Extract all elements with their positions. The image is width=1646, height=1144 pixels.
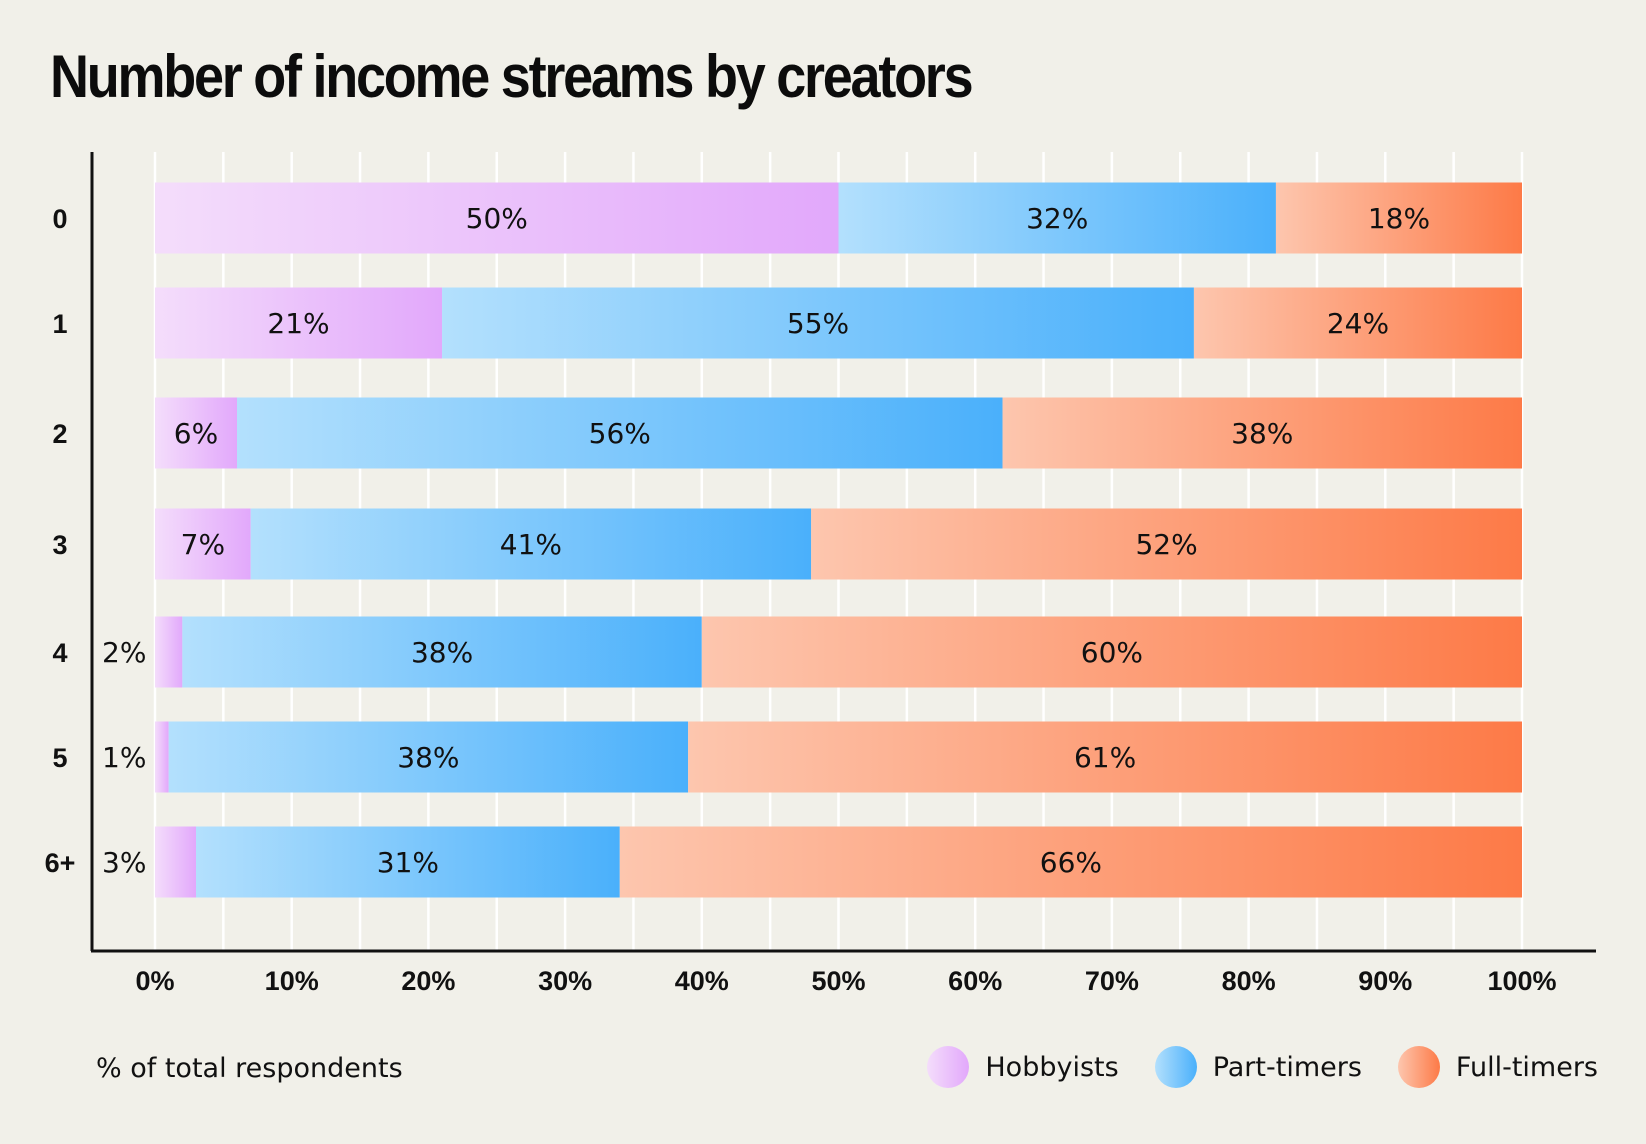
bar-full-timers-5 bbox=[688, 721, 1522, 793]
bar-part-timers-4 bbox=[182, 616, 702, 688]
x-tick-label: 50% bbox=[811, 966, 865, 996]
x-tick-label: 90% bbox=[1358, 966, 1412, 996]
bar-part-timers-0 bbox=[838, 182, 1276, 254]
category-label: 4 bbox=[52, 638, 67, 668]
legend-swatch-hobbyists bbox=[927, 1046, 970, 1088]
data-label-part-timers-5: 38% bbox=[397, 741, 459, 774]
category-label: 3 bbox=[52, 530, 67, 560]
bar-hobbyists-2 bbox=[155, 397, 238, 469]
axes: 0 1 2 3 4 5 6+ 0% 10% 20% 30% 40% 50% 60% 70% 80% 90% 100… bbox=[45, 152, 1596, 996]
bar-hobbyists-0 bbox=[155, 182, 839, 254]
x-tick-label: 0% bbox=[135, 966, 174, 996]
x-tick-label: 100% bbox=[1487, 966, 1556, 996]
data-label-hobbyists-2: 6% bbox=[174, 417, 218, 450]
data-label-part-timers-3: 41% bbox=[500, 528, 562, 561]
legend-item-hobbyists: Hobbyists bbox=[927, 1046, 1119, 1088]
data-label-part-timers-0: 32% bbox=[1026, 202, 1088, 235]
data-label-hobbyists-3: 7% bbox=[181, 528, 225, 561]
bar-hobbyists-5 bbox=[155, 721, 169, 793]
x-tick-label: 60% bbox=[948, 966, 1002, 996]
bar-full-timers-2 bbox=[1002, 397, 1522, 469]
category-label: 5 bbox=[52, 743, 67, 773]
data-label-hobbyists-4: 2% bbox=[102, 636, 146, 669]
bar-hobbyists-3 bbox=[155, 508, 251, 580]
legend-label-full-timers: Full-timers bbox=[1455, 1051, 1598, 1083]
data-label-full-timers-5: 61% bbox=[1074, 741, 1136, 774]
data-label-hobbyists-5: 1% bbox=[102, 741, 146, 774]
x-tick-label: 20% bbox=[401, 966, 455, 996]
chart-title: Number of income streams by creators bbox=[50, 43, 974, 110]
bar-full-timers-0 bbox=[1275, 182, 1522, 254]
bar-full-timers-1 bbox=[1193, 287, 1522, 359]
data-label-part-timers-4: 38% bbox=[411, 636, 473, 669]
category-label: 1 bbox=[52, 309, 67, 339]
legend: Hobbyists Part-timers Full-timers bbox=[927, 1046, 1598, 1088]
category-label: 0 bbox=[52, 204, 67, 234]
data-label-full-timers-2: 38% bbox=[1231, 417, 1293, 450]
bar-full-timers-4 bbox=[701, 616, 1522, 688]
data-label-full-timers-3: 52% bbox=[1135, 528, 1197, 561]
x-tick-label: 30% bbox=[538, 966, 592, 996]
x-tick-label: 80% bbox=[1222, 966, 1276, 996]
bar-full-timers-6- bbox=[619, 826, 1522, 898]
bars-layer bbox=[155, 182, 1522, 898]
legend-label-hobbyists: Hobbyists bbox=[985, 1051, 1119, 1083]
bar-part-timers-6- bbox=[196, 826, 620, 898]
data-label-part-timers-6-: 31% bbox=[377, 846, 439, 879]
legend-swatch-full-timers bbox=[1397, 1046, 1440, 1088]
value-labels: 50% 32% 18% 21% 55% 24% 6% 56% 38% 7% 41% 52% 2% 38% 6… bbox=[102, 202, 1430, 879]
bar-part-timers-3 bbox=[250, 508, 812, 580]
data-label-hobbyists-6-: 3% bbox=[102, 846, 146, 879]
x-tick-label: 40% bbox=[675, 966, 729, 996]
category-label: 6+ bbox=[45, 848, 76, 878]
legend-swatch-part-timers bbox=[1154, 1046, 1197, 1088]
data-label-full-timers-1: 24% bbox=[1327, 307, 1389, 340]
bar-part-timers-5 bbox=[168, 721, 689, 793]
legend-item-part-timers: Part-timers bbox=[1154, 1046, 1362, 1088]
bar-hobbyists-6- bbox=[155, 826, 197, 898]
footer-note: % of total respondents bbox=[96, 1053, 403, 1084]
data-label-hobbyists-0: 50% bbox=[466, 202, 528, 235]
data-label-full-timers-0: 18% bbox=[1368, 202, 1430, 235]
bar-full-timers-3 bbox=[811, 508, 1522, 580]
bar-hobbyists-1 bbox=[155, 287, 443, 359]
x-tick-label: 70% bbox=[1085, 966, 1139, 996]
bar-part-timers-1 bbox=[442, 287, 1194, 359]
data-label-hobbyists-1: 21% bbox=[267, 307, 329, 340]
data-label-full-timers-4: 60% bbox=[1081, 636, 1143, 669]
bar-hobbyists-4 bbox=[155, 616, 183, 688]
data-label-full-timers-6-: 66% bbox=[1040, 846, 1102, 879]
data-label-part-timers-2: 56% bbox=[589, 417, 651, 450]
legend-label-part-timers: Part-timers bbox=[1212, 1051, 1362, 1083]
x-tick-label: 10% bbox=[265, 966, 319, 996]
data-label-part-timers-1: 55% bbox=[787, 307, 849, 340]
bar-part-timers-2 bbox=[237, 397, 1003, 469]
legend-item-full-timers: Full-timers bbox=[1397, 1046, 1598, 1088]
category-label: 2 bbox=[52, 419, 67, 449]
